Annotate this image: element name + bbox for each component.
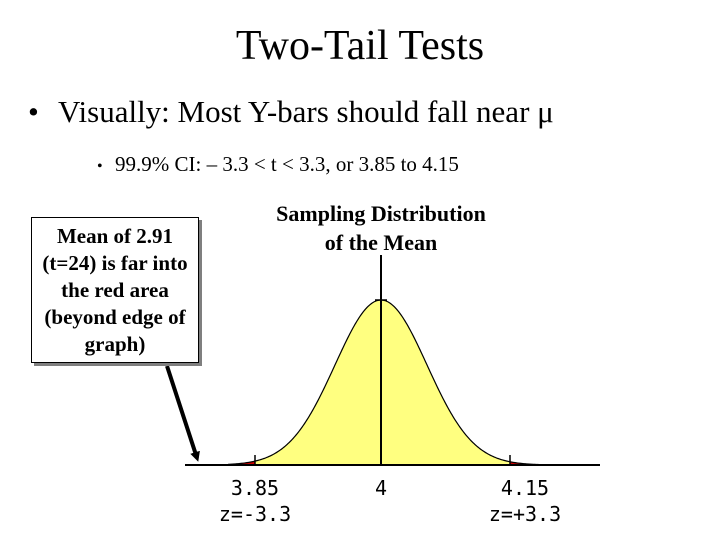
bullet-sub: • 99.9% CI: – 3.3 < t < 3.3, or 3.85 to 4…	[97, 150, 459, 181]
left-critical-label: 3.85 z=-3.3	[205, 475, 305, 527]
distribution-title: Sampling Distribution of the Mean	[240, 199, 522, 257]
distribution-curve-area	[228, 300, 545, 465]
bullet-sub-text: 99.9% CI: – 3.3 < t < 3.3, or 3.85 to 4.…	[115, 152, 459, 176]
distribution-curve-outline	[227, 299, 546, 466]
center-value-label: 4	[374, 476, 388, 500]
right-z-label: z=+3.3	[488, 502, 562, 526]
left-z-label: z=-3.3	[218, 502, 292, 526]
bullet-dot: •	[28, 94, 39, 129]
bullet-dot: •	[97, 158, 103, 175]
left-value-label: 3.85	[230, 476, 280, 500]
slide-title: Two-Tail Tests	[235, 23, 485, 69]
right-critical-label: 4.15 z=+3.3	[470, 475, 580, 527]
bullet-main-text: Visually: Most Y-bars should fall near μ	[58, 94, 554, 129]
callout-box: Mean of 2.91 (t=24) is far into the red …	[31, 217, 199, 363]
bullet-main: • Visually: Most Y-bars should fall near …	[28, 92, 554, 132]
callout-arrow	[165, 365, 200, 462]
distribution-title-line1: Sampling Distribution	[276, 201, 486, 226]
distribution-title-line2: of the Mean	[324, 230, 438, 255]
right-value-label: 4.15	[500, 476, 550, 500]
callout-text: Mean of 2.91 (t=24) is far into the red …	[42, 223, 188, 356]
